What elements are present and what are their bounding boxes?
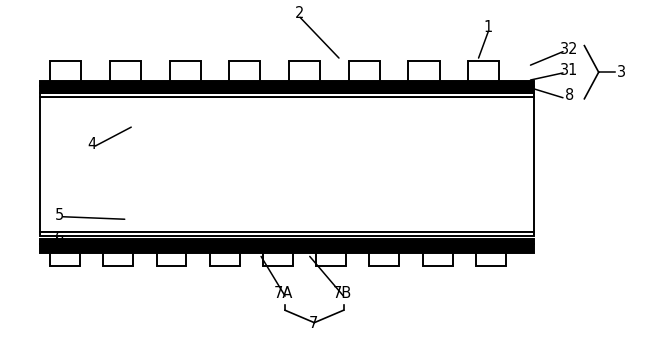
Text: 6: 6 bbox=[55, 231, 65, 246]
Text: 4: 4 bbox=[87, 137, 97, 152]
Bar bbox=[40, 244, 534, 253]
Bar bbox=[170, 61, 201, 81]
Bar bbox=[468, 61, 499, 81]
Text: 32: 32 bbox=[560, 42, 579, 57]
Bar bbox=[40, 81, 534, 86]
Text: 3: 3 bbox=[617, 65, 626, 80]
Bar bbox=[40, 93, 534, 97]
Text: 8: 8 bbox=[565, 88, 574, 103]
Bar bbox=[103, 253, 133, 266]
Bar bbox=[50, 253, 80, 266]
Bar bbox=[422, 253, 452, 266]
Bar bbox=[476, 253, 506, 266]
Bar bbox=[110, 61, 141, 81]
Text: 5: 5 bbox=[55, 208, 65, 223]
Bar bbox=[40, 232, 534, 236]
Text: 7: 7 bbox=[308, 316, 318, 331]
Bar bbox=[40, 240, 534, 244]
Text: 31: 31 bbox=[560, 63, 578, 78]
Bar bbox=[316, 253, 346, 266]
Bar bbox=[40, 97, 534, 232]
Bar bbox=[50, 61, 82, 81]
Bar bbox=[349, 61, 380, 81]
Text: 1: 1 bbox=[484, 20, 493, 35]
Bar bbox=[230, 61, 260, 81]
Bar bbox=[156, 253, 186, 266]
Text: 2: 2 bbox=[295, 6, 304, 21]
Bar bbox=[408, 61, 439, 81]
Text: 7A: 7A bbox=[274, 286, 293, 301]
Text: 7B: 7B bbox=[333, 286, 352, 301]
Bar bbox=[370, 253, 400, 266]
Bar bbox=[210, 253, 240, 266]
Bar bbox=[40, 86, 534, 93]
Bar bbox=[289, 61, 320, 81]
Bar bbox=[263, 253, 293, 266]
